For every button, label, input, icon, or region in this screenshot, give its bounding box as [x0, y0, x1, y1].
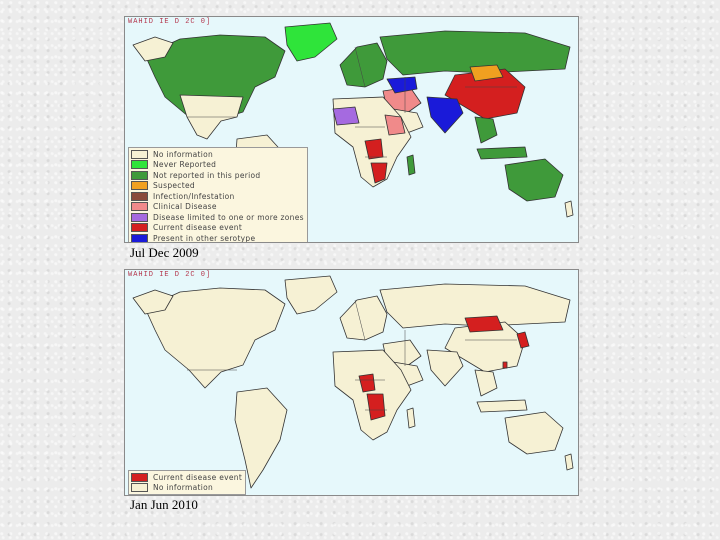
east-africa — [384, 114, 406, 136]
central-asia — [386, 76, 418, 94]
legend-item: Current disease event — [131, 472, 242, 483]
world-map-2 — [132, 275, 574, 489]
south-america — [234, 387, 288, 489]
legend-label: Infection/Infestation — [153, 191, 235, 201]
country-borders — [187, 46, 517, 158]
russia — [379, 30, 571, 76]
legend-swatch — [131, 472, 148, 482]
australia — [504, 158, 564, 202]
china — [444, 68, 526, 120]
map-jan-jun-2010: WAHID IE D 2C 0] Current disease event N… — [124, 269, 579, 496]
mongolia — [464, 315, 504, 333]
legend-swatch — [131, 191, 148, 201]
legend-swatch — [131, 202, 148, 212]
new-zealand — [564, 453, 574, 471]
legend-item: Disease limited to one or more zones — [131, 212, 304, 223]
legend-label: Clinical Disease — [153, 202, 217, 212]
legend-item: Clinical Disease — [131, 202, 304, 213]
indonesia — [476, 399, 528, 413]
legend-label: Not reported in this period — [153, 170, 261, 180]
legend-item: Present in other serotype — [131, 233, 304, 243]
legend-swatch — [131, 149, 148, 159]
legend-label: Present in other serotype — [153, 233, 256, 243]
europe — [339, 42, 388, 88]
legend-swatch — [131, 160, 148, 170]
legend-label: Never Reported — [153, 160, 217, 170]
india — [426, 96, 464, 134]
southern-africa — [370, 162, 388, 184]
madagascar — [406, 407, 416, 429]
north-america — [144, 34, 286, 136]
new-zealand — [564, 200, 574, 218]
india — [426, 349, 464, 387]
legend-item: No information — [131, 149, 304, 160]
legend-swatch — [131, 170, 148, 180]
legend-item: Infection/Infestation — [131, 191, 304, 202]
southern-africa — [366, 393, 386, 421]
country-borders — [187, 299, 517, 411]
legend-label: Disease limited to one or more zones — [153, 212, 304, 222]
russia — [379, 283, 571, 329]
legend-item: Suspected — [131, 181, 304, 192]
legend-item: Never Reported — [131, 160, 304, 171]
north-america — [144, 287, 286, 389]
legend-swatch — [131, 233, 148, 242]
indonesia — [476, 146, 528, 160]
period-label: Jul Dec 2009 — [130, 245, 199, 260]
europe — [339, 295, 388, 341]
legend-swatch — [131, 212, 148, 222]
taiwan — [502, 361, 508, 369]
map-source-header: WAHID IE D 2C 0] — [128, 271, 212, 279]
legend-label: Suspected — [153, 181, 195, 191]
alaska — [132, 36, 174, 62]
map-source-header: WAHID IE D 2C 0] — [128, 18, 212, 26]
legend-swatch — [131, 181, 148, 191]
australia — [504, 411, 564, 455]
legend-label: No information — [153, 483, 214, 493]
legend-label: No information — [153, 149, 214, 159]
legend-item: Current disease event — [131, 223, 304, 234]
alaska — [132, 289, 174, 315]
mongolia — [469, 64, 504, 82]
legend-swatch — [131, 223, 148, 233]
greenland — [284, 22, 338, 62]
legend-item: No information — [131, 483, 242, 494]
southeast-asia — [474, 116, 498, 144]
korea-japan — [516, 331, 530, 349]
map-jul-dec-2009: WAHID IE D 2C 0] No information Never Re… — [124, 16, 579, 243]
madagascar — [406, 154, 416, 176]
southeast-asia — [474, 369, 498, 397]
greenland — [284, 275, 338, 315]
legend-swatch — [131, 483, 148, 493]
legend-label: Current disease event — [153, 472, 243, 482]
legend: No information Never Reported Not report… — [128, 147, 308, 243]
west-africa — [332, 106, 360, 126]
legend-label: Current disease event — [153, 223, 243, 233]
period-label: Jan Jun 2010 — [130, 497, 198, 512]
legend-item: Not reported in this period — [131, 170, 304, 181]
central-africa — [358, 373, 376, 393]
china — [444, 321, 526, 373]
legend: Current disease event No information — [128, 470, 247, 495]
